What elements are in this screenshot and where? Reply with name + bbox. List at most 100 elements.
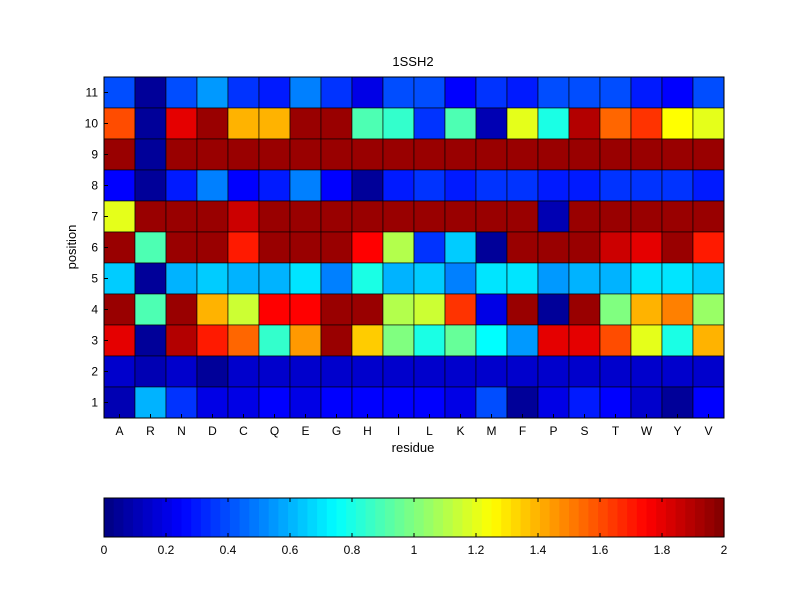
- heatmap-cell: [475, 231, 508, 264]
- colorbar-segment: [617, 498, 628, 537]
- heatmap-cell: [506, 386, 539, 419]
- heatmap-cell: [444, 231, 477, 264]
- colorbar-segment: [239, 498, 250, 537]
- colorbar-segment: [559, 498, 570, 537]
- colorbar-segment: [210, 498, 221, 537]
- colorbar-segment: [384, 498, 396, 537]
- colorbar-segment: [607, 498, 619, 537]
- colorbar-tick-label: 1.8: [654, 543, 671, 557]
- heatmap-cell: [568, 293, 601, 326]
- heatmap-cell: [227, 76, 260, 109]
- heatmap-cell: [413, 169, 446, 202]
- colorbar-segment: [462, 498, 473, 537]
- colorbar-segment: [229, 498, 241, 537]
- heatmap-cell: [227, 324, 260, 357]
- heatmap-cell: [289, 355, 322, 388]
- colorbar-segment: [365, 498, 376, 537]
- heatmap-cell: [227, 386, 260, 419]
- heatmap-cell: [258, 386, 291, 419]
- colorbar-segment: [598, 498, 609, 537]
- colorbar: [104, 498, 725, 537]
- heatmap-cell: [413, 200, 446, 233]
- heatmap-cell: [444, 200, 477, 233]
- colorbar-segment: [191, 498, 202, 537]
- heatmap-cell: [413, 293, 446, 326]
- heatmap-cell: [444, 355, 477, 388]
- heatmap-cell: [506, 76, 539, 109]
- heatmap-cell: [320, 200, 353, 233]
- heatmap-cell: [351, 293, 384, 326]
- heatmap-cells: [103, 76, 725, 419]
- heatmap-cell: [103, 231, 136, 264]
- colorbar-segment: [414, 498, 425, 537]
- heatmap-cell: [568, 386, 601, 419]
- heatmap-cell: [382, 200, 415, 233]
- heatmap-cell: [599, 355, 632, 388]
- heatmap-cell: [165, 324, 198, 357]
- heatmap-cell: [506, 293, 539, 326]
- heatmap-cell: [289, 293, 322, 326]
- colorbar-segment: [520, 498, 531, 537]
- colorbar-segment: [113, 498, 124, 537]
- heatmap-cell: [320, 293, 353, 326]
- heatmap-cell: [599, 200, 632, 233]
- colorbar-segment: [443, 498, 454, 537]
- heatmap-cell: [568, 262, 601, 295]
- colorbar-segment: [123, 498, 134, 537]
- heatmap-cell: [227, 355, 260, 388]
- colorbar-segment: [588, 498, 599, 537]
- heatmap-cell: [630, 355, 663, 388]
- colorbar-segment: [646, 498, 657, 537]
- heatmap-cell: [692, 231, 725, 264]
- colorbar-segment: [636, 498, 648, 537]
- colorbar-tick-label: 1: [411, 543, 418, 557]
- colorbar-segment: [268, 498, 279, 537]
- heatmap-cell: [506, 231, 539, 264]
- heatmap-cell: [599, 169, 632, 202]
- heatmap-cell: [134, 324, 167, 357]
- heatmap-cell: [382, 386, 415, 419]
- heatmap-cell: [134, 386, 167, 419]
- heatmap-cell: [196, 355, 229, 388]
- y-axis-ticks: 11 10 9 8 7 6 5 4 3 2 1: [85, 86, 108, 410]
- x-tick-label: L: [426, 424, 433, 438]
- heatmap-cell: [444, 293, 477, 326]
- heatmap-cell: [382, 138, 415, 171]
- colorbar-segment: [104, 498, 115, 537]
- heatmap-cell: [444, 107, 477, 140]
- colorbar-tick-label: 1.6: [592, 543, 609, 557]
- heatmap-cell: [134, 169, 167, 202]
- heatmap-cell: [692, 76, 725, 109]
- heatmap-cell: [103, 386, 136, 419]
- colorbar-segment: [220, 498, 231, 537]
- heatmap-cell: [599, 386, 632, 419]
- colorbar-segment: [530, 498, 541, 537]
- heatmap-cell: [444, 386, 477, 419]
- y-tick-label: 2: [91, 365, 98, 379]
- heatmap-cell: [289, 324, 322, 357]
- heatmap-cell: [475, 324, 508, 357]
- heatmap-cell: [630, 324, 663, 357]
- heatmap-cell: [630, 107, 663, 140]
- heatmap-cell: [196, 231, 229, 264]
- heatmap-cell: [103, 200, 136, 233]
- heatmap-cell: [692, 262, 725, 295]
- heatmap-cell: [320, 169, 353, 202]
- heatmap-cell: [599, 293, 632, 326]
- heatmap-cell: [692, 200, 725, 233]
- heatmap-cell: [320, 76, 353, 109]
- heatmap-cell: [382, 324, 415, 357]
- heatmap-cell: [134, 138, 167, 171]
- heatmap-cell: [289, 231, 322, 264]
- heatmap-cell: [134, 107, 167, 140]
- heatmap-cell: [630, 231, 663, 264]
- heatmap-cell: [103, 293, 136, 326]
- heatmap-cell: [537, 355, 570, 388]
- heatmap-cell: [196, 324, 229, 357]
- colorbar-segment: [326, 498, 338, 537]
- heatmap-cell: [599, 76, 632, 109]
- heatmap-cell: [630, 293, 663, 326]
- heatmap-cell: [165, 386, 198, 419]
- colorbar-segment: [142, 498, 154, 537]
- heatmap-cell: [661, 76, 694, 109]
